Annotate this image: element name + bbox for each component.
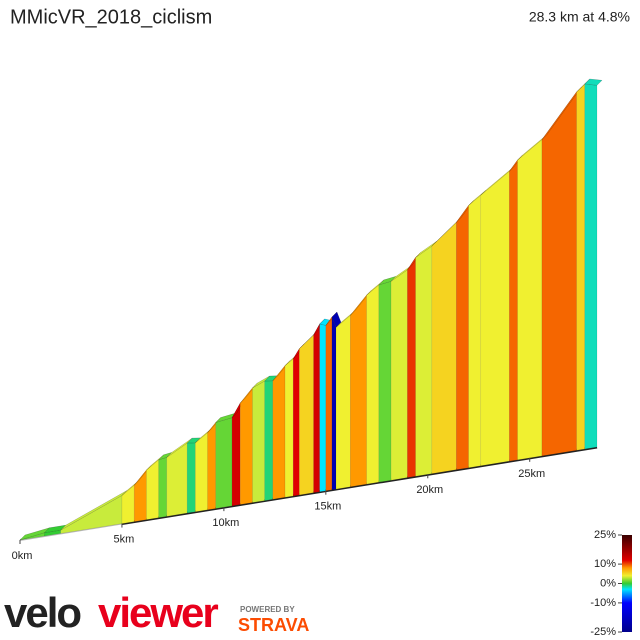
colorbar-label: 25% xyxy=(594,529,616,541)
x-tick-label: 0km xyxy=(12,550,33,562)
segment xyxy=(186,442,196,514)
colorbar-label: 10% xyxy=(594,558,616,570)
segment xyxy=(366,284,380,485)
segment xyxy=(350,294,367,488)
segment xyxy=(335,314,351,490)
segment xyxy=(207,421,216,511)
colorbar-label: -10% xyxy=(590,597,616,609)
segment xyxy=(121,484,135,524)
powered-by: POWERED BY xyxy=(240,605,295,614)
segment xyxy=(378,280,392,483)
segment xyxy=(415,245,433,477)
chart-title: MMicVR_2018_ciclism xyxy=(10,6,212,28)
segment xyxy=(331,316,337,491)
x-tick-label: 25km xyxy=(518,468,545,480)
logo-velo: velo xyxy=(4,589,81,636)
colorbar xyxy=(622,535,632,632)
segment xyxy=(541,91,577,457)
x-tick-label: 15km xyxy=(314,501,341,513)
profile xyxy=(19,78,603,541)
x-tick-label: 20km xyxy=(416,484,443,496)
segment xyxy=(584,83,598,450)
segment xyxy=(576,83,586,451)
segment xyxy=(292,347,300,497)
segment xyxy=(480,170,510,467)
logo-viewer: viewer xyxy=(98,589,218,636)
colorbar-label: 0% xyxy=(600,577,616,589)
colorbar-label: -25% xyxy=(590,626,616,638)
segment xyxy=(195,432,208,513)
segment-top xyxy=(584,78,603,86)
segment xyxy=(509,159,518,462)
segment xyxy=(456,204,469,470)
subtitle: 28.3 km at 4.8% xyxy=(529,9,630,25)
x-tick-label: 5km xyxy=(114,533,135,545)
segment xyxy=(252,380,265,503)
segment xyxy=(215,417,233,509)
segment xyxy=(284,358,294,498)
segment xyxy=(299,334,314,496)
segment xyxy=(158,457,168,518)
segment xyxy=(468,194,482,468)
segment xyxy=(313,322,320,493)
segment xyxy=(60,495,123,534)
segment xyxy=(407,256,416,478)
segment xyxy=(272,364,286,500)
segment xyxy=(264,380,274,501)
segment xyxy=(239,387,253,505)
strava: STRAVA xyxy=(238,615,309,635)
segment xyxy=(325,316,333,492)
x-tick-label: 10km xyxy=(212,517,239,529)
segment xyxy=(431,221,457,474)
segment xyxy=(517,139,543,461)
segment xyxy=(231,402,241,507)
segment xyxy=(319,323,327,492)
segment xyxy=(390,269,408,481)
